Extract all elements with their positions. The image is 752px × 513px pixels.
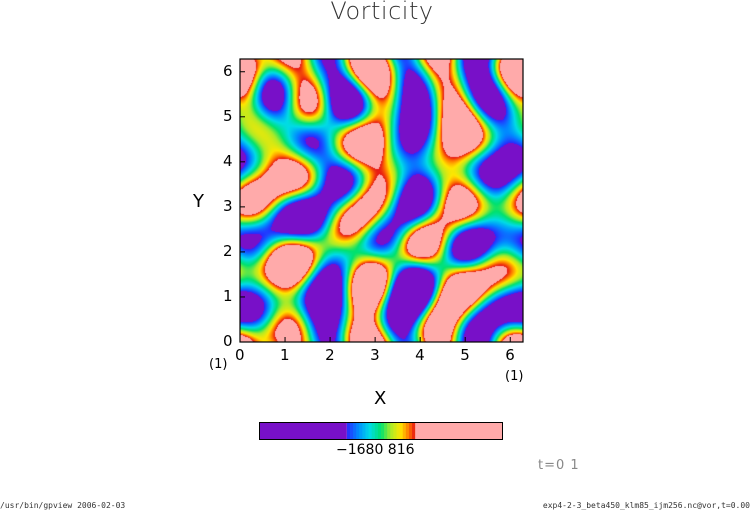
y-tick-label: 2 [223, 241, 233, 260]
x-tick-label: 4 [415, 346, 425, 364]
colorbar-segment [374, 422, 379, 440]
x-tick-label: 0 [235, 346, 245, 364]
chart-title: Vorticity [330, 0, 434, 25]
colorbar-segment [362, 422, 366, 440]
colorbar-high-segment [415, 422, 503, 440]
colorbar-segment [396, 422, 401, 440]
y-unit-label: (1) [209, 357, 228, 372]
plot-frame [239, 58, 524, 343]
x-tick-label: 3 [370, 346, 380, 364]
y-tick-label: 1 [223, 286, 233, 305]
colorbar-border [259, 422, 503, 440]
x-tick-label: 1 [280, 346, 290, 364]
vorticity-field [240, 59, 523, 342]
footer-left: /usr/bin/gpview 2006-02-03 [0, 501, 126, 510]
colorbar-segment [365, 422, 370, 440]
colorbar-segment [399, 422, 404, 440]
colorbar-segment [356, 422, 360, 440]
x-tick-label: 6 [505, 346, 515, 364]
y-axis-title: Y [193, 191, 204, 212]
colorbar-segment [387, 422, 391, 440]
time-label: t=0 1 [538, 458, 580, 473]
colorbar-low-segment [259, 422, 347, 440]
colorbar-segment [408, 422, 413, 440]
colorbar-segment [359, 422, 363, 440]
y-tick-label: 5 [223, 106, 233, 125]
x-axis-title: X [374, 388, 387, 409]
colorbar-segment [412, 422, 416, 440]
colorbar-segment [393, 422, 398, 440]
colorbar-segment [346, 422, 351, 440]
plot-area [239, 58, 524, 343]
y-tick-label: 0 [223, 332, 233, 350]
colorbar-segment [381, 422, 385, 440]
x-tick-label: 5 [460, 346, 470, 364]
colorbar [259, 422, 503, 440]
plot-border [239, 58, 524, 343]
colorbar-tick-labels: −1680 816 [336, 442, 415, 458]
colorbar-segment [377, 422, 382, 440]
x-unit-label: (1) [505, 369, 524, 384]
colorbar-segment [371, 422, 376, 440]
colorbar-segment [353, 422, 357, 440]
y-tick-label: 4 [223, 151, 233, 170]
colorbar-segment [405, 422, 410, 440]
colorbar-segment [390, 422, 394, 440]
footer-right: exp4-2-3_beta450_klm85_ijm256.nc@vor,t=0… [542, 501, 750, 510]
colorbar-segment [349, 422, 354, 440]
colorbar-svg [259, 422, 503, 440]
y-tick-label: 3 [223, 196, 233, 215]
y-tick-label: 6 [223, 61, 233, 80]
colorbar-segment [402, 422, 407, 440]
colorbar-segment [368, 422, 373, 440]
colorbar-segment [384, 422, 388, 440]
x-tick-label: 2 [325, 346, 335, 364]
